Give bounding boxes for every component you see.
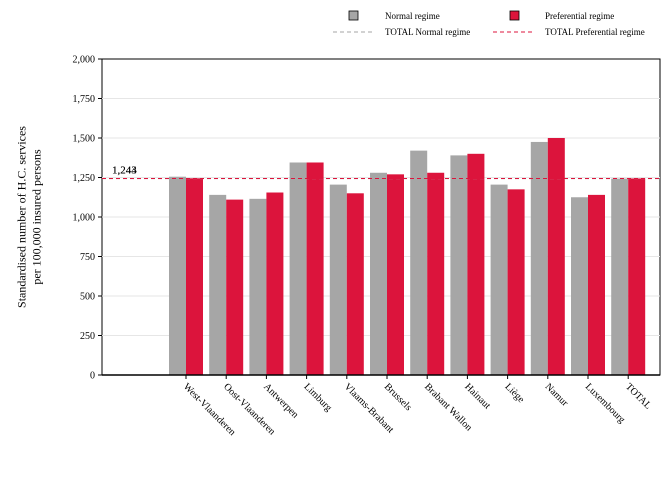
bar-preferential bbox=[467, 153, 485, 375]
y-tick-label: 500 bbox=[80, 292, 95, 303]
legend-label: TOTAL Preferential regime bbox=[545, 27, 645, 37]
legend-label: Preferential regime bbox=[545, 11, 614, 21]
y-tick-label: 1,250 bbox=[73, 173, 96, 184]
y-axis-title-line: Standardised number of H.C. services bbox=[15, 126, 29, 308]
bar-preferential bbox=[588, 194, 605, 375]
bar-preferential bbox=[547, 138, 565, 375]
bar-normal bbox=[530, 141, 548, 375]
bar-normal bbox=[450, 155, 468, 375]
bar-preferential bbox=[427, 172, 445, 375]
bar-preferential bbox=[346, 193, 364, 375]
y-tick-label: 2,000 bbox=[73, 55, 96, 66]
bar-normal bbox=[209, 194, 227, 375]
y-tick-label: 1,500 bbox=[73, 134, 96, 145]
x-tick-label: Antwerpen bbox=[261, 381, 300, 420]
bar-preferential bbox=[266, 192, 284, 375]
bar-preferential bbox=[628, 178, 646, 375]
y-tick-label: 1,000 bbox=[73, 213, 96, 224]
x-tick-label: TOTAL bbox=[623, 381, 653, 411]
legend-label: TOTAL Normal regime bbox=[385, 27, 470, 37]
y-tick-label: 750 bbox=[80, 252, 95, 263]
reference-label: 1,244 bbox=[112, 164, 137, 176]
bar-normal bbox=[571, 197, 588, 375]
bar-normal bbox=[329, 184, 347, 375]
y-axis-title-line: per 100,000 insured persons bbox=[30, 149, 44, 285]
bar-normal bbox=[289, 162, 307, 375]
bar-normal bbox=[410, 150, 428, 375]
x-tick-label: Luxembourg bbox=[583, 381, 627, 425]
bar-normal bbox=[490, 184, 508, 375]
legend-swatch bbox=[509, 10, 520, 21]
x-tick-label: Limburg bbox=[301, 381, 333, 413]
bar-preferential bbox=[306, 162, 324, 375]
bar-normal bbox=[611, 178, 629, 375]
legend-label: Normal regime bbox=[385, 11, 440, 21]
y-tick-label: 1,750 bbox=[73, 94, 96, 105]
y-axis-title: Standardised number of H.C. servicesper … bbox=[15, 126, 44, 308]
bar-preferential bbox=[387, 174, 404, 375]
bar-normal bbox=[169, 176, 186, 375]
x-tick-label: Liège bbox=[502, 381, 526, 405]
x-tick-label: Brussels bbox=[382, 381, 414, 413]
y-tick-label: 250 bbox=[80, 331, 95, 342]
y-axis: 0 250 500 750 1,000 1,250 1,500 1,750 2,000 bbox=[73, 55, 102, 382]
bar-preferential bbox=[186, 178, 203, 375]
bar-normal bbox=[370, 172, 387, 375]
reference-label: 1,243 bbox=[112, 165, 137, 177]
x-tick-label: Hainaut bbox=[462, 381, 492, 411]
bar-preferential bbox=[226, 199, 244, 375]
bar-preferential bbox=[507, 189, 525, 375]
y-tick-label: 0 bbox=[90, 371, 95, 382]
legend-swatch bbox=[348, 10, 359, 21]
x-tick-label: Namur bbox=[543, 381, 571, 409]
bar-normal bbox=[249, 198, 267, 375]
legend: Normal regime Preferential regime TOTAL No… bbox=[333, 10, 645, 37]
